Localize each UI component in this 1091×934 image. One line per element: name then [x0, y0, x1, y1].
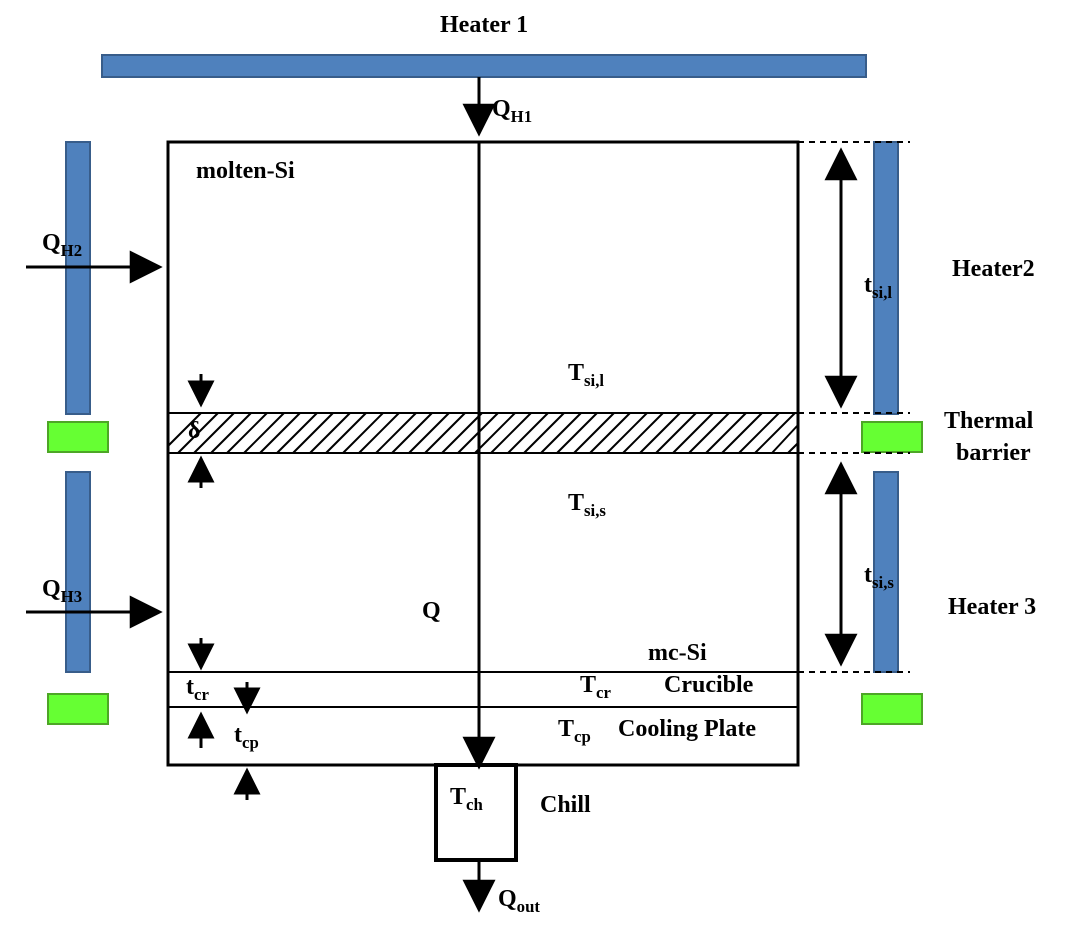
label-mcsi: mc-Si	[648, 640, 707, 667]
label-tsil-dim: tsi,l	[864, 272, 892, 303]
label-Tcp: Tcp	[558, 716, 591, 747]
label-thermal: Thermal	[944, 408, 1033, 435]
label-tcp: tcp	[234, 722, 259, 753]
label-qout: Qout	[498, 886, 540, 917]
label-tsis-dim: tsi,s	[864, 562, 894, 593]
label-heater1: Heater 1	[440, 12, 528, 39]
label-qh3: QH3	[42, 576, 82, 607]
label-Tcr: Tcr	[580, 672, 611, 703]
label-heater2: Heater2	[952, 256, 1035, 283]
label-heater3: Heater 3	[948, 594, 1036, 621]
label-qh1: QH1	[492, 96, 532, 127]
label-molten-si: molten-Si	[196, 158, 295, 185]
label-crucible: Crucible	[664, 672, 753, 699]
label-tcr: tcr	[186, 674, 209, 705]
label-barrier: barrier	[956, 440, 1031, 467]
label-delta: δ	[188, 418, 200, 445]
label-Tsil: Tsi,l	[568, 360, 604, 391]
label-Tch: Tch	[450, 784, 483, 815]
label-cooling-plate: Cooling Plate	[618, 716, 756, 743]
label-Tsis: Tsi,s	[568, 490, 606, 521]
label-Q: Q	[422, 598, 441, 625]
diagram-canvas: Heater 1 QH1 molten-Si QH2 tsi,l Heater2…	[0, 0, 1091, 934]
label-chill: Chill	[540, 792, 591, 819]
label-qh2: QH2	[42, 230, 82, 261]
